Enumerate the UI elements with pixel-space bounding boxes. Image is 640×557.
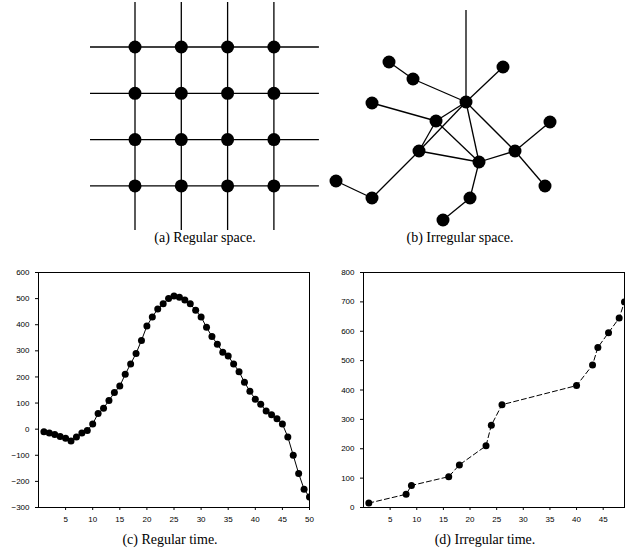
svg-text:600: 600 (341, 327, 355, 336)
svg-text:400: 400 (16, 320, 30, 329)
svg-text:300: 300 (341, 415, 355, 424)
svg-text:200: 200 (341, 444, 355, 453)
html-text:(c) Regular time.: (c) Regular time. (122, 532, 218, 547)
svg-text:50: 50 (305, 515, 314, 524)
svg-text:45: 45 (278, 515, 287, 524)
html-text:(d) Irregular time.: (d) Irregular time. (434, 532, 536, 547)
svg-text:500: 500 (341, 356, 355, 365)
svg-text:10: 10 (412, 515, 421, 524)
svg-text:700: 700 (341, 297, 355, 306)
svg-text:35: 35 (224, 515, 233, 524)
svg-text:20: 20 (142, 515, 151, 524)
svg-text:15: 15 (115, 515, 124, 524)
svg-text:10: 10 (88, 515, 97, 524)
svg-text:30: 30 (519, 515, 528, 524)
svg-text:15: 15 (439, 515, 448, 524)
svg-text:30: 30 (197, 515, 206, 524)
svg-text:100: 100 (341, 474, 355, 483)
svg-text:−100: −100 (11, 451, 30, 460)
html-text:(b) Irregular space.: (b) Irregular space. (406, 230, 514, 245)
svg-text:25: 25 (492, 515, 501, 524)
svg-text:5: 5 (388, 515, 393, 524)
svg-text:0: 0 (350, 503, 355, 512)
svg-text:35: 35 (545, 515, 554, 524)
svg-text:400: 400 (341, 386, 355, 395)
svg-text:800: 800 (341, 268, 355, 277)
svg-text:20: 20 (466, 515, 475, 524)
svg-text:200: 200 (16, 373, 30, 382)
svg-text:300: 300 (16, 346, 30, 355)
svg-text:45: 45 (599, 515, 608, 524)
svg-text:−300: −300 (11, 503, 30, 512)
svg-text:100: 100 (16, 399, 30, 408)
svg-text:40: 40 (572, 515, 581, 524)
svg-text:−200: −200 (11, 477, 30, 486)
svg-text:500: 500 (16, 294, 30, 303)
html-text:(a) Regular space.: (a) Regular space. (154, 230, 256, 245)
svg-text:600: 600 (16, 268, 30, 277)
svg-text:5: 5 (63, 515, 68, 524)
svg-text:40: 40 (251, 515, 260, 524)
svg-text:0: 0 (25, 425, 30, 434)
svg-text:25: 25 (170, 515, 179, 524)
